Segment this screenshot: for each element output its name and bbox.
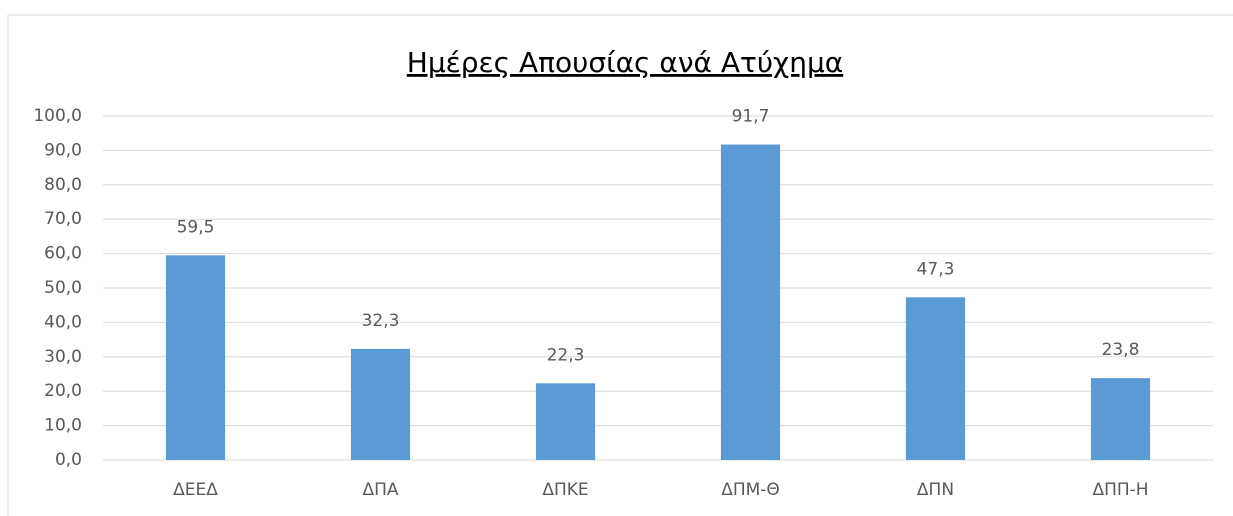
y-tick-label: 30,0 <box>44 347 82 367</box>
y-tick-label: 10,0 <box>44 416 82 436</box>
x-tick-label: ΔΠΠ-Η <box>1092 480 1148 500</box>
bar <box>535 383 596 460</box>
y-tick-label: 0,0 <box>55 450 82 470</box>
data-label: 91,7 <box>732 107 770 127</box>
y-tick-label: 90,0 <box>44 140 82 160</box>
y-tick-label: 80,0 <box>44 175 82 195</box>
bar <box>350 348 411 460</box>
y-tick-label: 60,0 <box>44 244 82 264</box>
y-tick-label: 100,0 <box>33 106 82 126</box>
x-tick-label: ΔΠΑ <box>362 480 398 500</box>
data-label: 23,8 <box>1102 340 1140 360</box>
x-tick-label: ΔΠΚΕ <box>542 480 588 500</box>
bar <box>905 297 966 460</box>
x-tick-label: ΔΕΕΔ <box>173 480 218 500</box>
bar <box>1090 378 1151 460</box>
data-label: 22,3 <box>547 345 585 365</box>
bar <box>165 255 226 460</box>
data-label: 47,3 <box>917 259 955 279</box>
x-tick-label: ΔΠΝ <box>917 480 954 500</box>
data-label: 59,5 <box>177 217 215 237</box>
data-label: 32,3 <box>362 311 400 331</box>
x-tick-label: ΔΠΜ-Θ <box>721 480 780 500</box>
y-tick-label: 20,0 <box>44 381 82 401</box>
y-tick-label: 40,0 <box>44 312 82 332</box>
chart-title: Ημέρες Απουσίας ανά Ατύχημα <box>407 46 843 79</box>
bar <box>720 144 781 460</box>
y-tick-label: 70,0 <box>44 209 82 229</box>
y-tick-label: 50,0 <box>44 278 82 298</box>
